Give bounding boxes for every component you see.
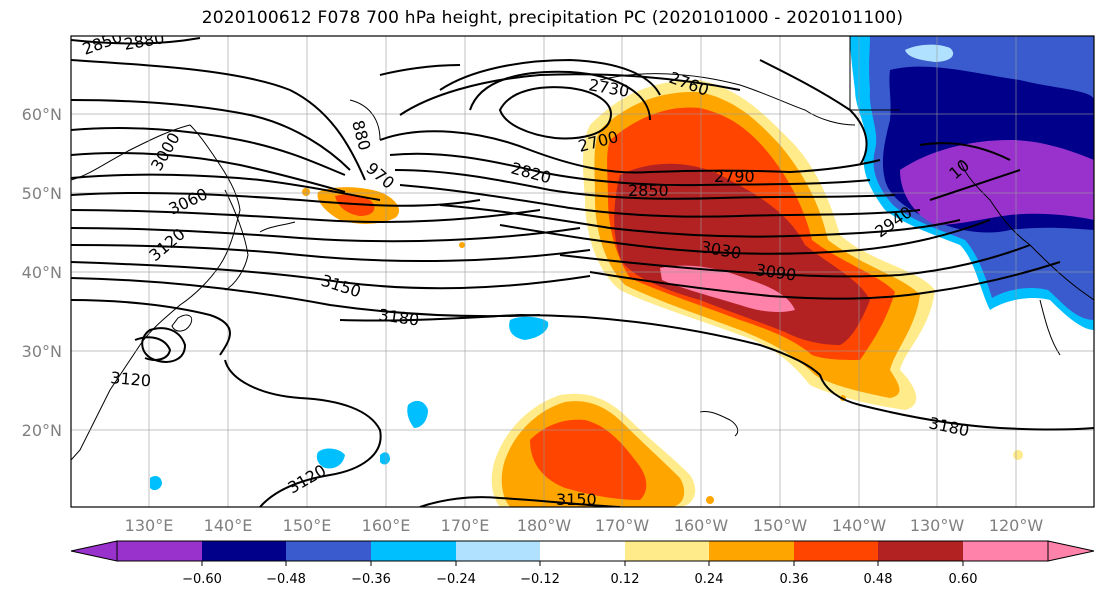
map-panel: 2850 2880 3000 3060 3120 880 970 2730 27…: [71, 36, 1094, 509]
lon-label: 180°W: [517, 516, 572, 535]
colorbar-tick: 0.48: [864, 572, 893, 587]
svg-text:2850: 2850: [628, 181, 669, 200]
colorbar-bin: [625, 541, 709, 561]
lon-label: 130°E: [125, 516, 174, 535]
colorbar-bin: [963, 541, 1048, 561]
lat-label: 20°N: [22, 421, 62, 440]
lon-label: 130°W: [910, 516, 965, 535]
lon-label: 140°W: [832, 516, 887, 535]
precip-shading: [150, 36, 1094, 507]
colorbar-bin: [540, 541, 625, 561]
colorbar-bin: [202, 541, 286, 561]
colorbar-bin: [286, 541, 371, 561]
latitude-labels: 60°N 50°N 40°N 30°N 20°N: [22, 105, 62, 440]
lon-label: 140°E: [204, 516, 253, 535]
colorbar-tick: −0.36: [351, 572, 391, 587]
lat-label: 60°N: [22, 105, 62, 124]
colorbar-bin: [117, 541, 202, 561]
colorbar-tick: −0.24: [436, 572, 476, 587]
colorbar-bin: [709, 541, 794, 561]
colorbar-extend-low: [70, 540, 118, 562]
svg-text:3150: 3150: [556, 490, 597, 509]
lon-label: 170°E: [441, 516, 490, 535]
colorbar-bin: [456, 541, 540, 561]
lon-label: 150°E: [283, 516, 332, 535]
colorbar-tick: 0.60: [949, 572, 978, 587]
height-contours: [71, 37, 1094, 507]
colorbar: −0.60 −0.48 −0.36 −0.24 −0.12 0.12 0.24 …: [70, 540, 1095, 587]
colorbar-tick: −0.48: [266, 572, 306, 587]
lon-label: 160°E: [362, 516, 411, 535]
lat-label: 50°N: [22, 184, 62, 203]
colorbar-extend-high: [1047, 540, 1095, 562]
colorbar-tick: −0.60: [182, 572, 222, 587]
colorbar-tick: −0.12: [520, 572, 560, 587]
lon-label: 150°W: [753, 516, 808, 535]
lon-label: 120°W: [989, 516, 1044, 535]
colorbar-bin: [371, 541, 456, 561]
colorbar-tick: 0.36: [780, 572, 809, 587]
longitude-labels: 130°E 140°E 150°E 160°E 170°E 180°W 170°…: [125, 516, 1044, 535]
map-frame: [70, 35, 1095, 508]
colorbar-bin: [878, 541, 963, 561]
colorbar-tick: 0.24: [695, 572, 724, 587]
lon-label: 160°W: [674, 516, 729, 535]
lat-label: 40°N: [22, 263, 62, 282]
colorbar-bin: [794, 541, 878, 561]
lat-label: 30°N: [22, 342, 62, 361]
svg-text:3120: 3120: [110, 368, 152, 390]
lon-label: 170°W: [595, 516, 650, 535]
map-title: 2020100612 F078 700 hPa height, precipit…: [201, 8, 904, 28]
svg-text:2790: 2790: [714, 167, 755, 186]
colorbar-tick: 0.12: [611, 572, 640, 587]
